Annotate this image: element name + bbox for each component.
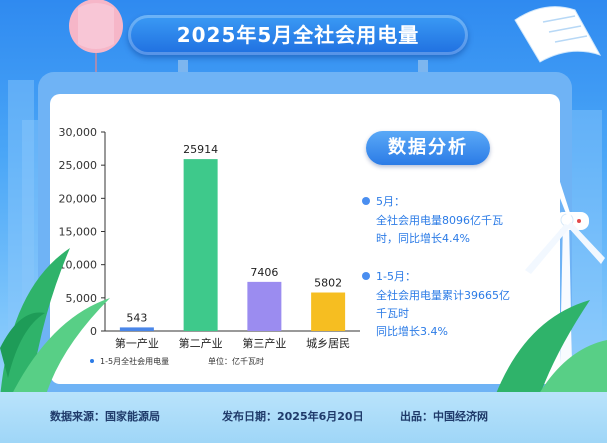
legend-series-label: 1-5月全社会用电量 — [100, 356, 169, 366]
bar — [311, 292, 346, 331]
bullet-dot — [362, 272, 370, 280]
legend-marker — [90, 359, 94, 363]
bar — [247, 281, 282, 331]
x-tick-label: 第一产业 — [115, 336, 159, 350]
title-banner: 2025年5月全社会用电量 — [128, 15, 468, 55]
bullet-dot — [362, 197, 370, 205]
note-label-jan-may: 1-5月： — [376, 270, 416, 283]
board-post-right — [418, 60, 428, 78]
x-tick-label: 第二产业 — [179, 336, 223, 350]
y-tick-label: 10,000 — [59, 259, 98, 272]
bar — [183, 159, 218, 331]
note-label-may: 5月： — [376, 195, 405, 208]
hot-air-balloon-icon — [69, 0, 123, 72]
analysis-heading: 数据分析 — [388, 137, 468, 158]
footer-band — [0, 392, 607, 443]
footer-publisher: 出品：中国经济网 — [400, 410, 488, 423]
y-tick-label: 15,000 — [59, 226, 98, 239]
bar-value-label: 5802 — [314, 277, 342, 290]
bar-chart: 0 5,000 10,000 15,000 20,000 25,000 30,000 543 第… — [59, 126, 360, 366]
y-tick-label: 5,000 — [66, 292, 98, 305]
legend-unit-label: 单位：亿千瓦时 — [208, 356, 264, 366]
y-tick-label: 25,000 — [59, 159, 98, 172]
bar-value-label: 543 — [126, 311, 147, 324]
bar-value-label: 25914 — [183, 143, 218, 156]
plant-leaves-left — [0, 248, 110, 398]
note-line: 时，同比增长4.4% — [376, 232, 470, 245]
board-post-left — [178, 60, 188, 78]
bar-value-label: 7406 — [250, 266, 278, 279]
note-line: 全社会用电量8096亿千瓦 — [376, 214, 503, 227]
note-line: 全社会用电量累计39665亿 — [376, 289, 510, 302]
bar — [119, 327, 154, 331]
note-line: 千瓦时 — [376, 307, 409, 320]
note-body-jan-may: 全社会用电量累计39665亿 千瓦时 同比增长3.4% — [376, 287, 510, 341]
y-tick-label: 30,000 — [59, 126, 98, 139]
y-tick-label: 20,000 — [59, 192, 98, 205]
footer-date: 发布日期：2025年6月20日 — [222, 410, 364, 423]
note-body-may: 全社会用电量8096亿千瓦 时，同比增长4.4% — [376, 212, 503, 248]
analysis-heading-pill: 数据分析 — [366, 131, 490, 165]
paper-scroll-icon — [514, 6, 602, 63]
x-tick-label: 城乡居民 — [306, 337, 350, 350]
note-line: 同比增长3.4% — [376, 325, 448, 338]
y-tick-label: 0 — [90, 325, 97, 338]
x-tick-label: 第三产业 — [242, 336, 286, 350]
footer-source: 数据来源：国家能源局 — [50, 410, 160, 423]
page-title: 2025年5月全社会用电量 — [176, 23, 420, 47]
